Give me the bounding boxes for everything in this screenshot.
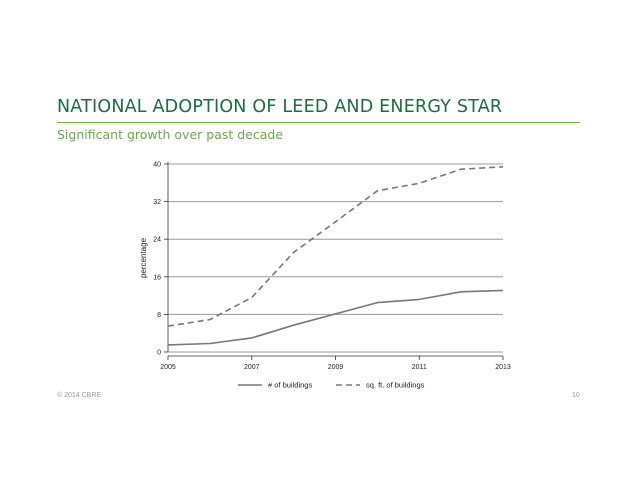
series-line-sq-ft-of-buildings [167, 166, 504, 327]
y-tick-label: 16 [153, 274, 161, 281]
x-tick-label: 2013 [495, 364, 511, 371]
y-tick-label: 24 [153, 237, 161, 244]
y-tick-label: 8 [157, 312, 161, 319]
x-tick-label: 2005 [160, 364, 176, 371]
series-line-number-of-buildings [167, 289, 504, 346]
axes: 0 8 16 24 32 40 2005 2007 2009 2011 2013 percentage [139, 162, 511, 372]
y-tick-label: 0 [157, 350, 161, 357]
series-lines [167, 166, 504, 346]
y-tick-label: 32 [153, 199, 161, 206]
grid-lines [168, 163, 503, 353]
x-tick-label: 2011 [412, 364, 427, 371]
legend-label: # of buildings [268, 381, 312, 390]
legend-label: sq. ft. of buildings [366, 381, 425, 390]
title-divider [57, 122, 580, 123]
y-tick-label: 40 [153, 162, 161, 169]
x-tick-label: 2009 [328, 364, 344, 371]
y-axis-label: percentage [139, 237, 148, 278]
slide-subtitle: Significant growth over past decade [57, 127, 284, 142]
x-tick-label: 2007 [244, 364, 260, 371]
page-number: 10 [572, 392, 580, 399]
legend: # of buildings sq. ft. of buildings [238, 381, 425, 390]
slide-title: NATIONAL ADOPTION OF LEED AND ENERGY STA… [57, 97, 503, 117]
copyright-text: © 2014 CBRE [57, 392, 102, 399]
